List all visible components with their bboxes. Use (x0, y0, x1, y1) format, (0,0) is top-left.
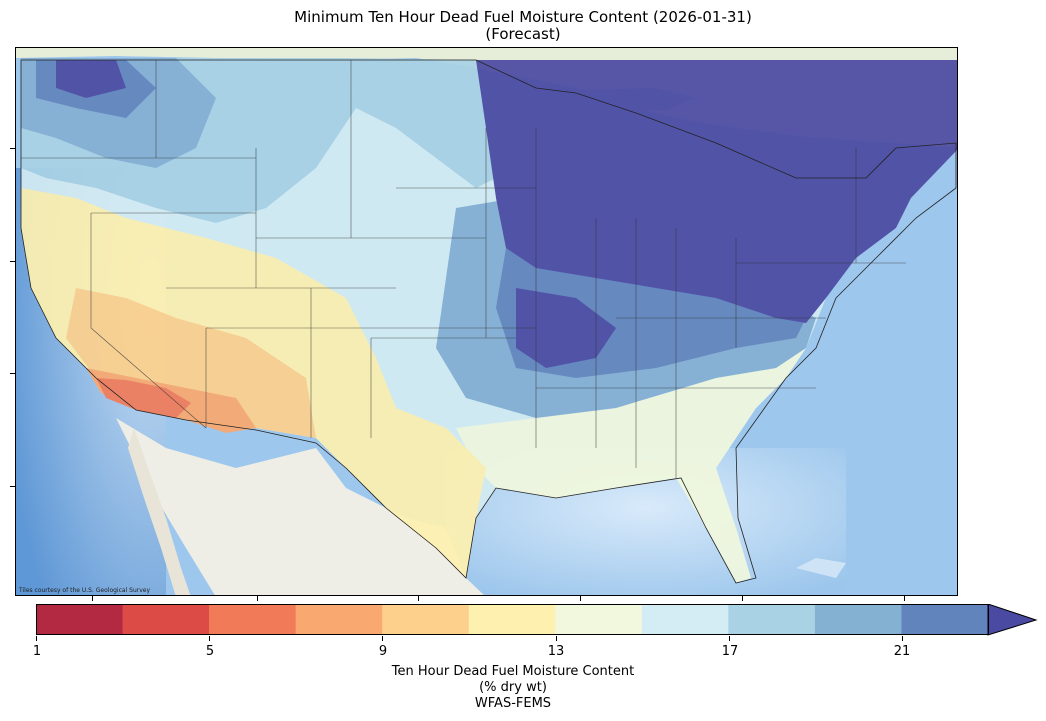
colorbar-bin (209, 604, 297, 635)
y-axis-tick (10, 261, 15, 262)
colorbar-tick-label: 13 (547, 644, 565, 659)
colorbar-bin (814, 604, 902, 635)
y-axis-tick (10, 373, 15, 374)
fuel-moisture-field (21, 58, 957, 583)
colorbar-bins (36, 604, 989, 635)
colorbar-tick-label: 21 (893, 644, 911, 659)
colorbar-tick-label: 17 (721, 644, 739, 659)
colorbar-bin (36, 604, 124, 635)
colorbar (36, 604, 1038, 636)
y-axis-tick (10, 486, 15, 487)
x-axis-tick (257, 596, 258, 601)
map-panel[interactable] (15, 47, 958, 596)
colorbar-tick (556, 636, 557, 641)
colorbar-title-line1: Ten Hour Dead Fuel Moisture Content (391, 664, 635, 679)
colorbar-tick-label: 9 (378, 644, 388, 659)
y-axis-tick (10, 148, 15, 149)
x-axis-tick (742, 596, 743, 601)
baja-california (128, 428, 191, 595)
colorbar-title-line2: (% dry wt) (479, 680, 547, 695)
x-axis-tick (904, 596, 905, 601)
chart-title-line1: Minimum Ten Hour Dead Fuel Moisture Cont… (294, 8, 752, 26)
conus-outline (20, 59, 957, 584)
colorbar-tick (902, 636, 903, 641)
colorbar-extend-arrow (987, 604, 1038, 636)
x-axis-tick (418, 596, 419, 601)
band-5-7 (96, 378, 191, 418)
colorbar-bin (641, 604, 729, 635)
colorbar-bin (122, 604, 210, 635)
colorbar-tick (209, 636, 210, 641)
band-13-15-southeast (456, 348, 806, 583)
colorbar-bin (295, 604, 383, 635)
colorbar-bin (555, 604, 643, 635)
map-svg (16, 48, 957, 595)
x-axis-tick (580, 596, 581, 601)
colorbar-bin (901, 604, 989, 635)
colorbar-bin (728, 604, 816, 635)
map-attribution: Tiles courtesy of the U.S. Geological Su… (19, 587, 151, 594)
colorbar-tick-label: 5 (205, 644, 215, 659)
colorbar-tick (382, 636, 383, 641)
band-above-23-washington (56, 60, 126, 98)
bahamas-shoals (796, 558, 846, 578)
x-axis-tick (92, 596, 93, 601)
band-above-23-missouri (516, 288, 616, 368)
colorbar-frame (36, 604, 989, 635)
colorbar-tick (36, 636, 37, 641)
colorbar-bin (468, 604, 556, 635)
colorbar-title-line3: WFAS-FEMS (474, 696, 552, 711)
colorbar-tick-label: 1 (32, 644, 42, 659)
state-boundaries (21, 60, 906, 478)
colorbar-tick (729, 636, 730, 641)
chart-title-line2: (Forecast) (485, 25, 561, 43)
mexico-land (116, 418, 484, 595)
colorbar-bin (382, 604, 470, 635)
